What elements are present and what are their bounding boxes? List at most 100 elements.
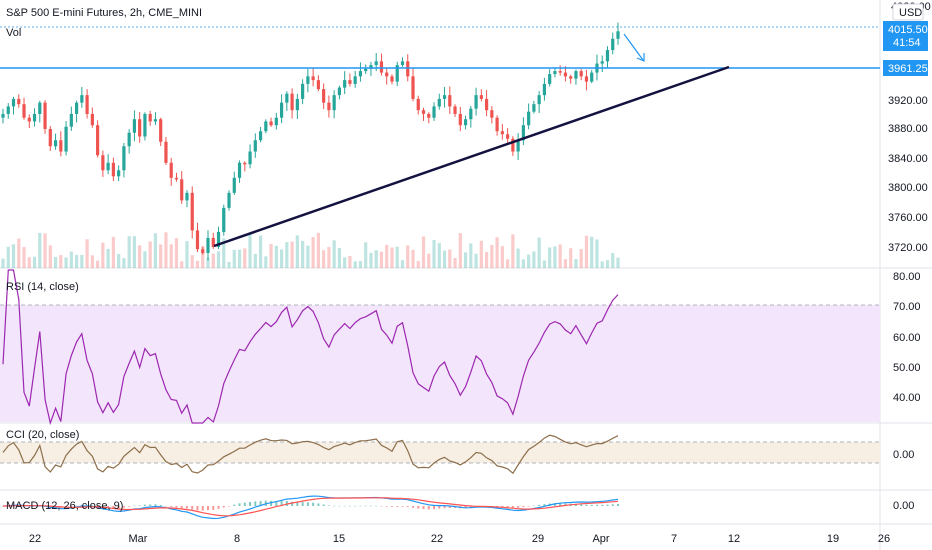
candle-body xyxy=(380,61,383,72)
candle-body xyxy=(206,238,209,253)
macd-histogram-bar xyxy=(359,506,361,507)
candle-body xyxy=(469,109,472,120)
macd-histogram-bar xyxy=(344,506,346,507)
volume-bar xyxy=(427,254,430,268)
candle-body xyxy=(543,84,546,95)
candle-body xyxy=(327,103,330,111)
candle-body xyxy=(354,76,357,84)
volume-bar xyxy=(485,252,488,268)
volume-bar xyxy=(443,251,446,268)
volume-bar xyxy=(338,248,341,268)
volume-bar xyxy=(548,248,551,268)
volume-bar xyxy=(359,261,362,268)
volume-bar xyxy=(564,259,567,268)
candle-body xyxy=(359,71,362,76)
candle-body xyxy=(553,71,556,74)
candle-body xyxy=(406,61,409,76)
candle-body xyxy=(54,140,57,146)
volume-bar xyxy=(291,242,294,268)
time-tick: 15 xyxy=(333,533,345,545)
candle-body xyxy=(601,61,604,63)
macd-histogram-bar xyxy=(170,506,172,507)
volume-bar xyxy=(59,255,62,268)
volume-bar xyxy=(375,250,378,268)
time-tick: 22 xyxy=(29,533,41,545)
candle-body xyxy=(443,95,446,99)
time-tick: 19 xyxy=(827,533,839,545)
volume-bar xyxy=(170,244,173,268)
candle-body xyxy=(432,106,435,117)
macd-histogram-bar xyxy=(365,506,367,507)
volume-bar xyxy=(422,236,425,268)
candle-body xyxy=(38,103,41,114)
time-tick: 22 xyxy=(431,533,443,545)
candle-body xyxy=(306,76,309,84)
macd-histogram-bar xyxy=(312,503,314,506)
volume-bar xyxy=(107,249,110,268)
candle-body xyxy=(501,131,504,134)
volume-bar xyxy=(501,246,504,268)
chart-title: S&P 500 E-mini Futures, 2h, CME_MINI xyxy=(6,7,202,19)
candle-body xyxy=(532,104,535,112)
macd-histogram-bar xyxy=(196,506,198,510)
price-tick: 3920.00 xyxy=(888,95,928,107)
volume-bar xyxy=(432,240,435,268)
macd-histogram-bar xyxy=(302,502,304,506)
macd-tick: 0.00 xyxy=(893,500,914,512)
macd-histogram-bar xyxy=(175,506,177,507)
macd-histogram-bar xyxy=(396,506,398,507)
candle-body xyxy=(390,76,393,81)
price-tick: 3760.00 xyxy=(888,212,928,224)
volume-bar xyxy=(390,247,393,268)
candle-body xyxy=(338,88,341,96)
volume-bar xyxy=(12,244,15,268)
volume-bar xyxy=(112,237,115,268)
candle-body xyxy=(248,152,251,165)
volume-bar xyxy=(474,254,477,268)
macd-histogram-bar xyxy=(386,506,388,507)
macd-histogram-bar xyxy=(354,506,356,507)
candle-body xyxy=(222,208,225,232)
macd-histogram-bar xyxy=(239,503,241,506)
volume-bar xyxy=(128,236,131,268)
volume-bar xyxy=(385,245,388,268)
volume-bar xyxy=(380,252,383,268)
candle-body xyxy=(616,31,619,39)
volume-bar xyxy=(369,253,372,268)
candle-body xyxy=(33,114,36,122)
macd-histogram-bar xyxy=(585,505,587,506)
volume-bar xyxy=(601,261,604,268)
volume-bar xyxy=(464,252,467,268)
candle-body xyxy=(401,61,404,65)
candle-body xyxy=(312,76,315,80)
candle-body xyxy=(154,119,157,121)
macd-histogram-bar xyxy=(370,506,372,507)
volume-bar xyxy=(159,244,162,268)
volume-bar xyxy=(448,250,451,268)
macd-histogram-bar xyxy=(375,506,377,507)
macd-histogram-bar xyxy=(591,505,593,506)
currency-label[interactable]: USD xyxy=(899,7,922,19)
macd-histogram-bar xyxy=(433,506,435,509)
time-tick: 29 xyxy=(532,533,544,545)
candle-body xyxy=(122,146,125,170)
candle-body xyxy=(322,89,325,103)
volume-bar xyxy=(217,251,220,268)
volume-bar xyxy=(522,259,525,268)
current-price: 4015.50 xyxy=(888,24,928,36)
volume-bar xyxy=(38,233,41,268)
macd-label: MACD (12, 26, close, 9) xyxy=(6,500,123,512)
volume-bar xyxy=(96,261,99,268)
cci-label: CCI (20, close) xyxy=(6,429,79,441)
macd-histogram-bar xyxy=(444,506,446,508)
volume-bar xyxy=(438,243,441,268)
macd-histogram-bar xyxy=(538,505,540,506)
candle-body xyxy=(59,140,62,151)
macd-histogram-bar xyxy=(191,506,193,509)
macd-histogram-bar xyxy=(606,505,608,506)
macd-histogram-bar xyxy=(412,506,414,508)
candle-body xyxy=(254,140,257,151)
volume-bar xyxy=(348,256,351,268)
candle-body xyxy=(275,118,278,126)
